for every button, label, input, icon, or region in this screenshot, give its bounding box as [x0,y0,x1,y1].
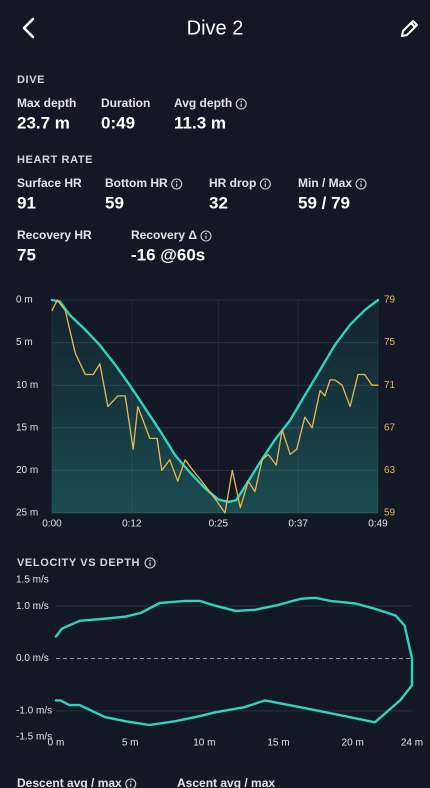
x-tick-label: 10 m [193,738,215,749]
edit-button[interactable] [401,20,418,37]
x-tick-label: 0:37 [288,519,308,530]
series-line [50,298,380,504]
stat-label: Descent avg / max [17,776,122,788]
info-dot [264,180,267,183]
stat-value: 0:49 [101,113,135,132]
section-heading: VELOCITY VS DEPTH [17,557,140,569]
stat-value: -16 @60s [131,245,205,264]
y2-tick-label: 67 [384,422,396,433]
screen-title: Dive 2 [187,17,244,39]
section-heading: DIVE [17,74,45,86]
stat-label: Bottom HR [105,176,168,190]
x-tick-label: 0:25 [209,519,229,530]
info-icon[interactable] [235,98,247,110]
stat-label: Recovery Δ [131,228,197,242]
depth-area [52,300,378,513]
stat-value: 32 [209,193,228,212]
y-tick-label: 10 m [16,380,38,391]
info-circle [200,230,212,242]
info-dot [129,780,132,783]
y-tick-label: 5 m [16,337,33,348]
x-tick-label: 24 m [401,738,423,749]
stat-value: 75 [17,245,36,264]
stat-value: 91 [17,193,36,212]
back-button[interactable] [22,17,35,39]
info-icon[interactable] [125,778,137,788]
info-circle [125,778,137,788]
y-tick-label: 1.0 m/s [16,601,49,612]
y2-tick-label: 71 [384,380,396,391]
series-line [51,299,379,514]
info-dot [360,180,362,183]
x-tick-label: 20 m [342,738,364,749]
stat-label: Ascent avg / max [177,776,275,788]
stat-label: Recovery HR [17,228,92,242]
y-tick-label: 25 m [16,508,38,519]
y2-tick-label: 59 [384,508,396,519]
y-tick-label: 20 m [16,465,38,476]
info-icon[interactable] [259,178,271,190]
y-tick-label: 0 m [16,295,33,306]
info-circle [355,178,367,190]
x-tick-label: 5 m [122,738,139,749]
info-dot [240,100,243,103]
stat-value: 59 [105,193,124,212]
info-dot [149,559,151,562]
info-circle [171,178,183,190]
y2-tick-label: 79 [384,295,396,306]
y-tick-label: 0.0 m/s [16,653,49,664]
stat-label: HR drop [209,176,256,190]
y-tick-label: 15 m [16,422,38,433]
info-icon[interactable] [355,178,367,190]
y-tick-label: 1.5 m/s [16,575,49,586]
x-tick-label: 0:12 [122,519,142,530]
section-heading: HEART RATE [17,154,93,166]
stat-value: 23.7 m [17,113,70,132]
x-tick-label: 0 m [48,738,65,749]
x-tick-label: 0:49 [368,519,388,530]
stat-label: Min / Max [298,176,352,190]
x-tick-label: 0:00 [42,519,62,530]
y-tick-label: -1.0 m/s [16,705,52,716]
stat-label: Avg depth [174,96,232,110]
info-circle [144,557,156,569]
info-icon[interactable] [144,557,156,569]
info-circle [235,98,247,110]
stat-label: Max depth [17,96,76,110]
y2-tick-label: 63 [384,465,396,476]
info-circle [259,178,271,190]
stat-label: Surface HR [17,176,82,190]
info-dot [175,180,178,183]
stat-label: Duration [101,96,150,110]
x-tick-label: 15 m [267,738,289,749]
info-icon[interactable] [200,230,212,242]
series-line [54,596,414,727]
y2-tick-label: 75 [384,337,396,348]
stat-value: 59 / 79 [298,193,350,212]
info-icon[interactable] [171,178,183,190]
y-tick-label: -1.5 m/s [16,732,52,743]
stat-value: 11.3 m [174,113,226,132]
info-dot [205,232,207,235]
